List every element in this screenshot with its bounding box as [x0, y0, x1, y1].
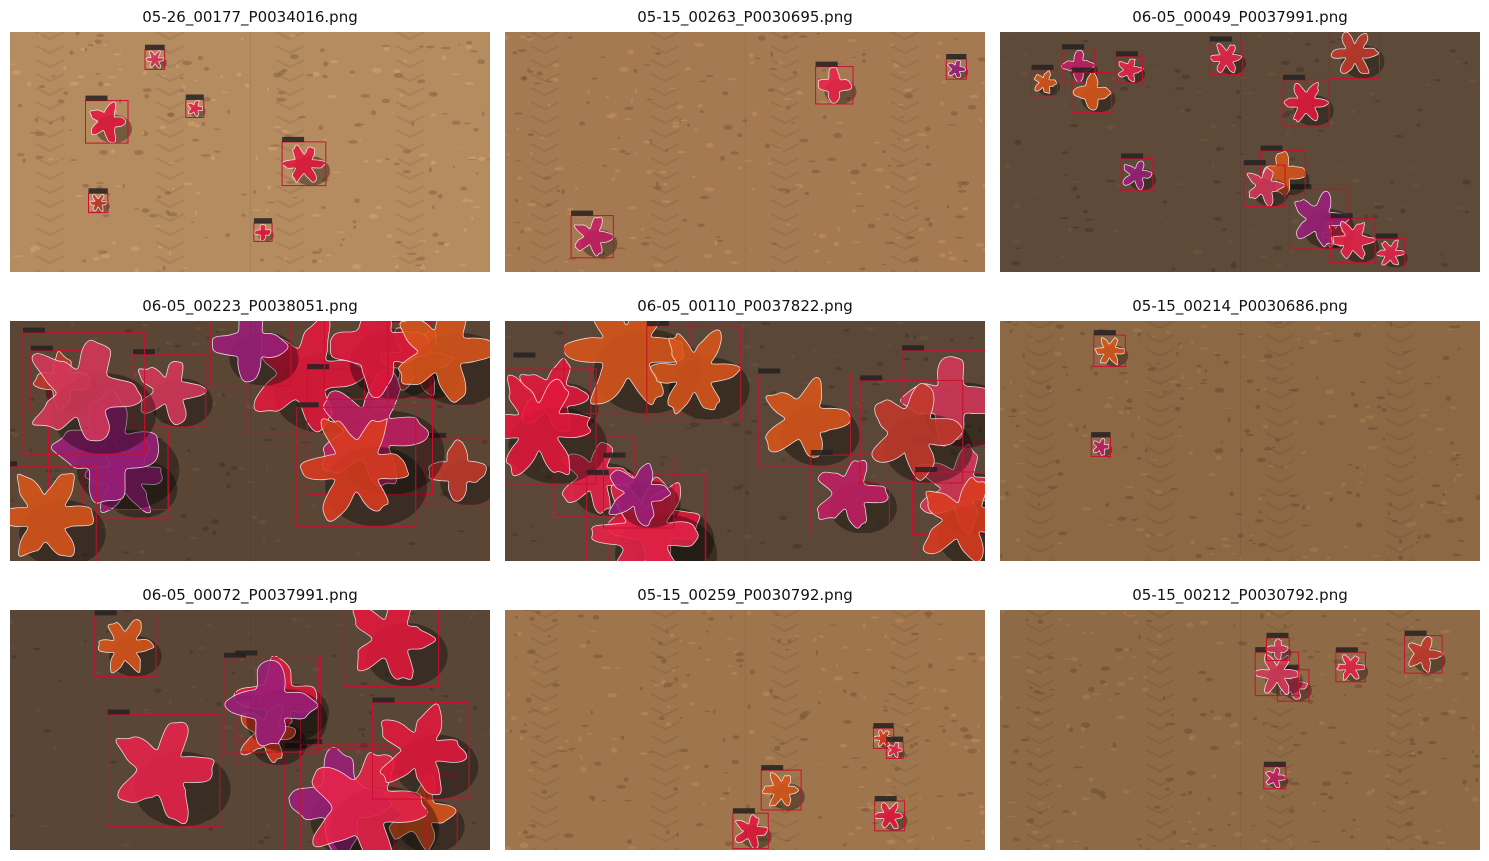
panel-5: 06-05_00110_P0037822.png: [505, 295, 985, 561]
plant-mask: [223, 652, 328, 753]
panel-title: 06-05_00223_P0038051.png: [142, 297, 358, 315]
segmentation-image: [1000, 321, 1480, 561]
segmentation-overlay: [505, 610, 985, 850]
plant-mask: [253, 218, 274, 242]
plant-mask: [22, 327, 157, 455]
plant-mask: [914, 467, 985, 561]
plant-mask: [209, 321, 299, 387]
plant-mask: [144, 44, 167, 70]
plant-mask: [10, 461, 106, 561]
plant-mask: [859, 375, 973, 484]
plant-mask: [88, 188, 110, 214]
soil-background: [1000, 610, 1480, 850]
soil-texture: [1000, 610, 1480, 850]
segmentation-overlay: [1000, 610, 1480, 850]
plant-mask: [107, 709, 231, 828]
plant-mask: [1093, 330, 1129, 368]
plant-mask: [810, 450, 897, 534]
plant-masks: [570, 54, 969, 259]
panel-title: 05-15_00263_P0030695.png: [637, 8, 853, 26]
plant-mask: [94, 610, 162, 678]
soil-texture: [1000, 321, 1480, 561]
segmentation-overlay: [10, 610, 490, 850]
plant-masks: [94, 610, 479, 850]
plant-mask: [387, 321, 490, 406]
panel-7: 06-05_00072_P0037991.png: [10, 584, 490, 850]
plant-mask: [299, 739, 439, 850]
panel-3: 06-05_00049_P0037991.png: [1000, 6, 1480, 272]
plant-mask: [646, 321, 750, 421]
plant-masks: [85, 44, 330, 242]
segmentation-image: [505, 32, 985, 272]
panel-8: 05-15_00259_P0030792.png: [505, 584, 985, 850]
panel-title: 05-15_00259_P0030792.png: [637, 586, 853, 604]
panel-6: 05-15_00214_P0030686.png: [1000, 295, 1480, 561]
plant-mask: [603, 452, 681, 529]
panel-title: 05-26_00177_P0034016.png: [142, 8, 358, 26]
panel-title: 06-05_00049_P0037991.png: [1132, 8, 1348, 26]
segmentation-image: [1000, 32, 1480, 272]
plant-masks: [505, 321, 985, 561]
plant-mask: [1404, 630, 1446, 674]
segmentation-overlay: [505, 32, 985, 272]
plant-mask: [815, 61, 857, 105]
plant-mask: [1282, 74, 1334, 127]
segmentation-overlay: [10, 32, 490, 272]
segmentation-image: [1000, 610, 1480, 850]
plant-mask: [757, 368, 860, 467]
plant-mask: [1265, 632, 1292, 661]
plant-mask: [1031, 64, 1060, 97]
panel-title: 05-15_00212_P0030792.png: [1132, 586, 1348, 604]
segmentation-overlay: [1000, 321, 1480, 561]
plant-mask: [885, 736, 905, 759]
soil-texture: [505, 32, 985, 272]
plant-mask: [296, 402, 428, 527]
panel-9: 05-15_00212_P0030792.png: [1000, 584, 1480, 850]
soil-background: [1000, 321, 1480, 561]
plant-mask: [85, 95, 132, 144]
segmentation-image: [10, 32, 490, 272]
segmentation-overlay: [1000, 32, 1480, 272]
plant-mask: [1330, 213, 1380, 264]
plant-masks: [1031, 32, 1408, 269]
panel-title: 05-15_00214_P0030686.png: [1132, 297, 1348, 315]
plant-mask: [1115, 51, 1146, 84]
plant-mask: [945, 54, 969, 80]
plant-mask: [1243, 160, 1289, 207]
segmentation-image: [505, 610, 985, 850]
segmentation-overlay: [505, 321, 985, 561]
plant-mask: [874, 796, 908, 832]
plant-mask: [1071, 67, 1116, 113]
panel-title: 06-05_00072_P0037991.png: [142, 586, 358, 604]
plant-mask: [1090, 432, 1113, 457]
plant-mask: [185, 94, 206, 118]
plant-mask: [1335, 647, 1369, 683]
plant-mask: [760, 765, 805, 811]
panel-1: 05-26_00177_P0034016.png: [10, 6, 490, 272]
plant-mask: [1328, 32, 1385, 79]
plant-mask: [1375, 233, 1408, 269]
segmentation-image: [10, 610, 490, 850]
plant-mask: [372, 697, 479, 800]
panel-title: 06-05_00110_P0037822.png: [637, 297, 853, 315]
plant-mask: [505, 368, 607, 485]
segmentation-overlay: [10, 321, 490, 561]
plant-mask: [1120, 153, 1156, 191]
panel-4: 06-05_00223_P0038051.png: [10, 295, 490, 561]
plant-mask: [1263, 761, 1288, 790]
plant-mask: [423, 432, 490, 506]
plant-mask: [1209, 36, 1246, 75]
panel-2: 05-15_00263_P0030695.png: [505, 6, 985, 272]
plant-mask: [732, 808, 772, 850]
plant-masks: [1090, 330, 1129, 457]
plant-masks: [1254, 630, 1446, 790]
plant-mask: [281, 136, 330, 187]
segmentation-image: [505, 321, 985, 561]
plant-mask: [570, 210, 618, 259]
plant-masks: [732, 723, 908, 850]
plant-masks: [10, 321, 490, 561]
segmentation-image: [10, 321, 490, 561]
plant-mask: [343, 610, 448, 687]
